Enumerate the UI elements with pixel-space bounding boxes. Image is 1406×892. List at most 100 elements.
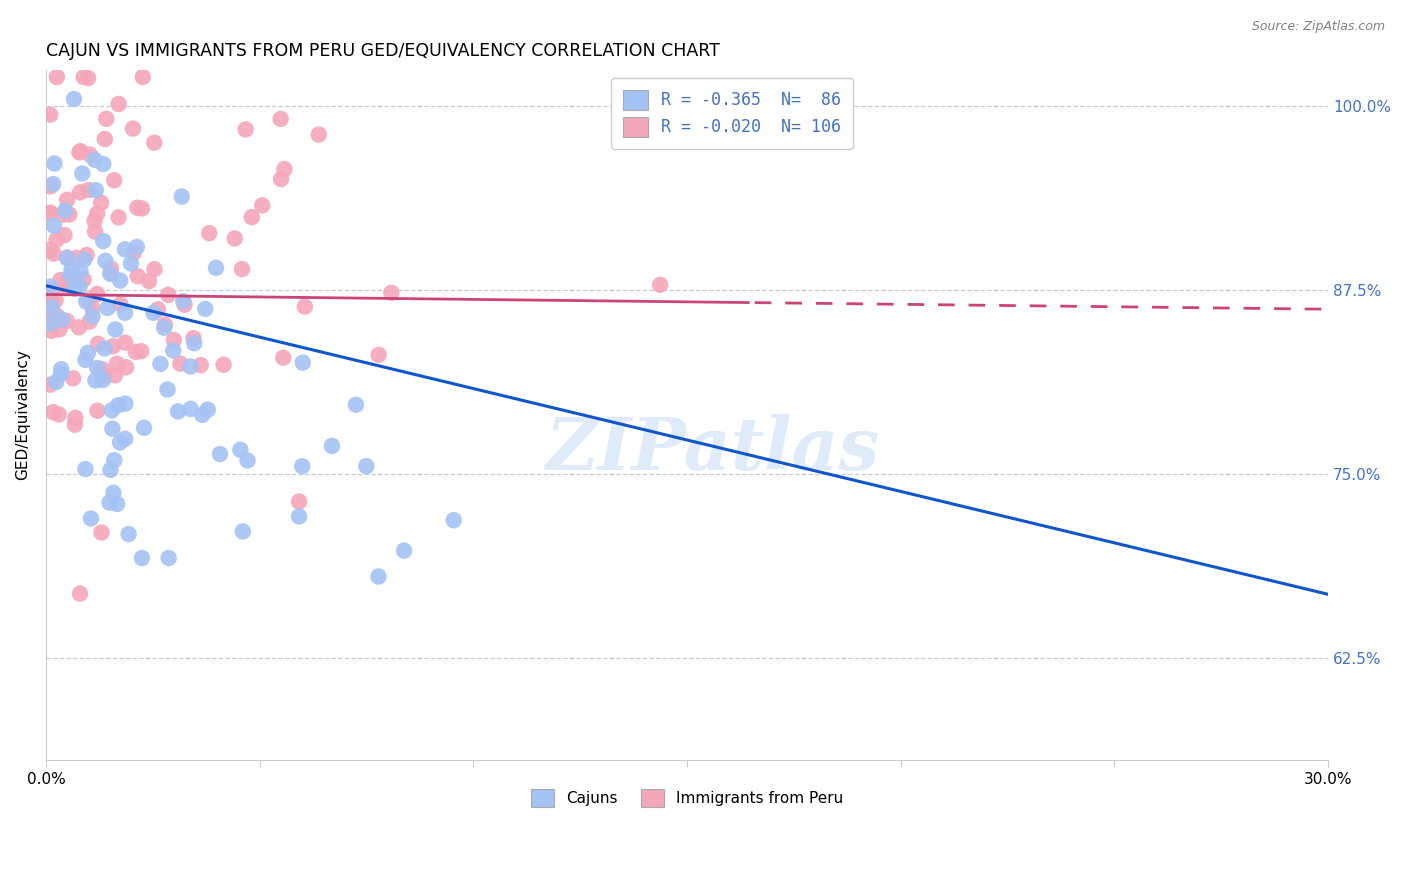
Point (125, 240, 148, 254)
Point (72, 166, 94, 180)
Point (100, 261, 122, 276)
Point (157, 551, 180, 566)
Point (91, 373, 114, 387)
Point (108, 435, 131, 450)
Point (103, 453, 125, 467)
Point (308, 128, 330, 142)
Point (75, 294, 97, 309)
Point (114, 242, 136, 256)
Point (91, 362, 114, 376)
Point (51, 312, 73, 326)
Point (45, 70, 67, 84)
Point (55, 280, 77, 294)
Point (127, 269, 149, 284)
Point (91, 234, 114, 248)
Point (42, 246, 65, 260)
Point (224, 231, 246, 245)
Point (344, 398, 367, 412)
Point (76, 248, 98, 262)
Point (46, 309, 69, 323)
Point (79, 147, 101, 161)
Point (53, 228, 76, 243)
Legend: Cajuns, Immigrants from Peru: Cajuns, Immigrants from Peru (523, 781, 851, 815)
Point (56, 193, 79, 207)
Point (443, 513, 465, 527)
Point (131, 202, 153, 216)
Point (291, 356, 314, 370)
Point (114, 432, 136, 446)
Point (156, 383, 179, 397)
Point (117, 527, 139, 541)
Point (42, 219, 65, 233)
Point (39, 205, 62, 219)
Point (67, 320, 90, 334)
Point (270, 172, 292, 186)
Point (167, 404, 190, 418)
Point (84, 225, 107, 239)
Point (122, 245, 145, 260)
Point (67, 279, 90, 293)
Point (321, 439, 343, 453)
Point (367, 569, 389, 583)
Point (44, 156, 66, 170)
Point (191, 408, 214, 422)
Point (94, 253, 117, 268)
Point (236, 453, 259, 467)
Point (114, 306, 136, 320)
Point (69, 587, 91, 601)
Point (45, 293, 67, 308)
Point (49, 367, 72, 381)
Point (205, 260, 228, 275)
Point (62, 371, 84, 385)
Point (235, 122, 257, 136)
Point (103, 173, 125, 187)
Point (39, 317, 62, 331)
Point (39, 377, 62, 392)
Point (90, 525, 112, 540)
Point (52, 208, 75, 222)
Point (131, 551, 153, 566)
Point (114, 335, 136, 350)
Point (39, 285, 62, 299)
Point (250, 198, 273, 212)
Point (86, 403, 108, 417)
Point (198, 226, 221, 240)
Point (179, 359, 201, 374)
Point (53, 203, 76, 218)
Point (231, 262, 253, 277)
Point (190, 358, 212, 372)
Point (63, 282, 86, 296)
Point (104, 368, 127, 383)
Point (63, 92, 86, 106)
Text: CAJUN VS IMMIGRANTS FROM PERU GED/EQUIVALENCY CORRELATION CHART: CAJUN VS IMMIGRANTS FROM PERU GED/EQUIVA… (46, 42, 720, 60)
Point (67, 145, 90, 160)
Point (648, 277, 671, 292)
Point (93, 342, 115, 356)
Point (86, 206, 108, 220)
Point (48, 322, 70, 336)
Point (49, 273, 72, 287)
Text: ZIPatlas: ZIPatlas (546, 414, 880, 485)
Point (173, 298, 195, 312)
Point (77, 183, 100, 197)
Point (94, 132, 117, 146)
Point (107, 211, 129, 225)
Point (72, 272, 94, 286)
Point (170, 189, 193, 203)
Point (87, 336, 110, 351)
Point (73, 252, 96, 267)
Point (212, 358, 235, 372)
Point (163, 333, 186, 347)
Point (229, 442, 252, 457)
Point (100, 267, 122, 281)
Point (273, 162, 295, 177)
Point (91, 157, 114, 171)
Point (86, 287, 108, 301)
Point (82, 301, 104, 316)
Point (172, 294, 194, 309)
Point (100, 403, 122, 417)
Point (75, 462, 97, 476)
Point (58, 207, 80, 221)
Point (367, 348, 389, 362)
Point (39, 293, 62, 308)
